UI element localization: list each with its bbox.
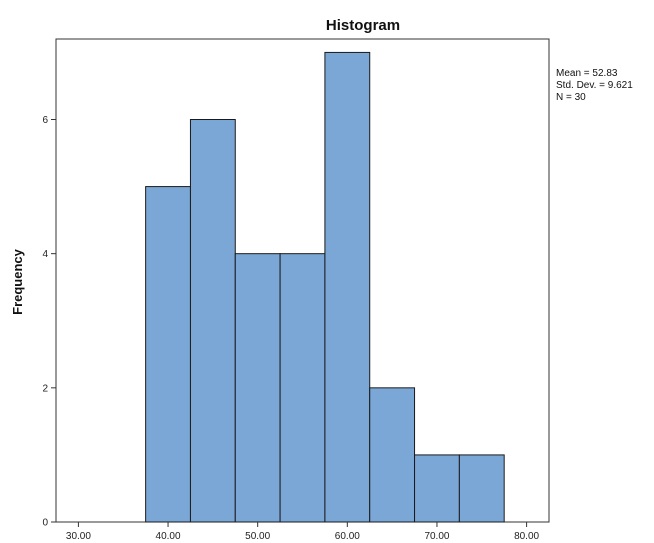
stats-std-dev: Std. Dev. = 9.621 [556, 80, 633, 91]
y-axis-ticks: 0 2 4 6 [42, 115, 56, 529]
histogram-bar-8 [458, 454, 505, 523]
histogram-bar-3 [234, 253, 281, 523]
stats-mean: Mean = 52.83 [556, 68, 618, 79]
x-tick-label-5: 80.00 [514, 531, 539, 542]
stats-n: N = 30 [556, 92, 586, 103]
y-tick-label-0: 0 [42, 518, 48, 529]
x-tick-label-1: 40.00 [156, 531, 181, 542]
y-tick-label-1: 2 [42, 383, 48, 394]
histogram-bar-2 [189, 119, 236, 523]
histogram-bars [145, 51, 505, 523]
x-tick-label-2: 50.00 [245, 531, 270, 542]
y-axis-label: Frequency [10, 248, 25, 315]
x-tick-label-3: 60.00 [335, 531, 360, 542]
y-tick-label-3: 6 [42, 115, 48, 126]
y-tick-label-2: 4 [42, 249, 48, 260]
x-tick-label-0: 30.00 [66, 531, 91, 542]
histogram-bar-4 [279, 253, 326, 523]
stats-box: Mean = 52.83 Std. Dev. = 9.621 N = 30 [556, 68, 633, 103]
x-tick-label-4: 70.00 [424, 531, 449, 542]
chart-title: Histogram [326, 17, 400, 34]
histogram-bar-7 [414, 454, 460, 523]
histogram-bar-1 [145, 186, 191, 523]
histogram-bar-6 [369, 387, 416, 523]
x-axis-ticks: 30.00 40.00 50.00 60.00 70.00 80.00 [66, 522, 540, 542]
histogram-bar-5 [324, 51, 371, 523]
